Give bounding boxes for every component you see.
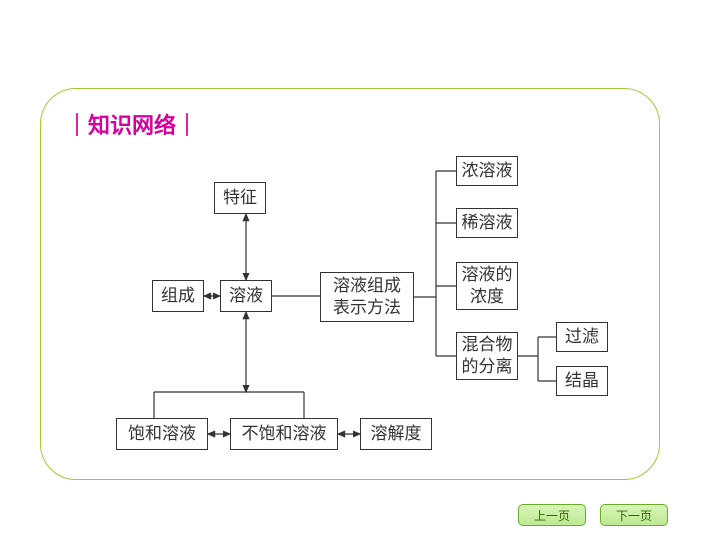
node-dilute: 稀溶液 [456, 208, 518, 238]
node-compose: 组成 [152, 280, 204, 312]
next-page-button[interactable]: 下一页 [600, 504, 668, 526]
node-dense: 浓溶液 [456, 156, 518, 186]
node-method: 溶液组成表示方法 [320, 272, 414, 322]
node-concent: 溶液的浓度 [456, 262, 518, 310]
node-feature: 特征 [214, 182, 266, 214]
node-crystal: 结晶 [556, 366, 608, 396]
node-solub: 溶解度 [360, 418, 432, 450]
prev-page-button[interactable]: 上一页 [518, 504, 586, 526]
prev-label: 上一页 [534, 507, 570, 524]
node-solution: 溶液 [220, 280, 272, 312]
node-unsat: 不饱和溶液 [230, 418, 338, 450]
next-label: 下一页 [616, 507, 652, 524]
node-sat: 饱和溶液 [116, 418, 208, 450]
node-filter: 过滤 [556, 322, 608, 352]
node-separate: 混合物的分离 [456, 332, 518, 380]
page-title: ｜知识网络｜ [66, 108, 198, 140]
